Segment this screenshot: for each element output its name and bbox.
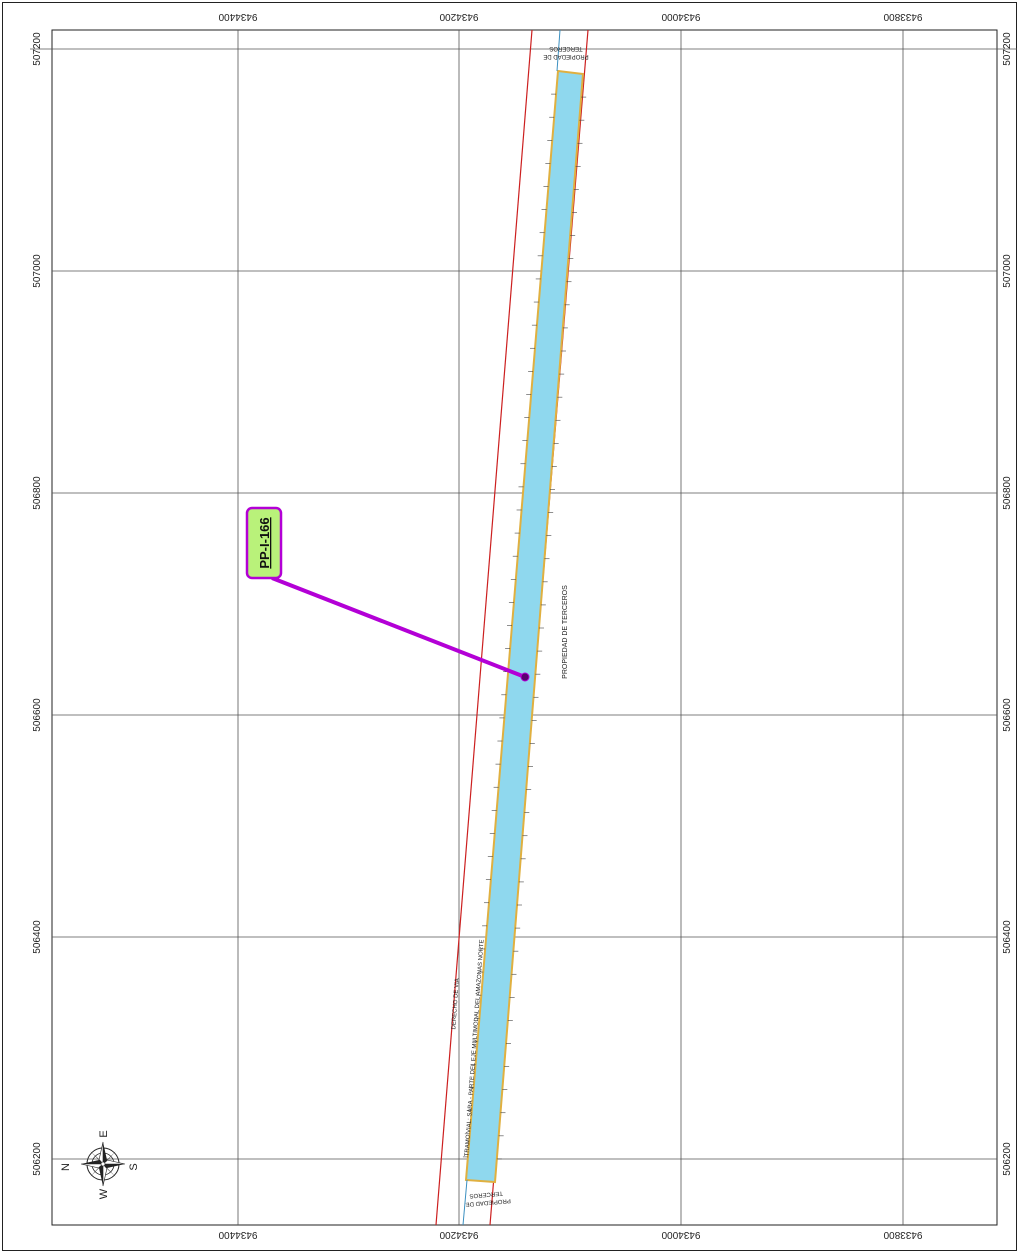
grid-y-labels-left: 507200 507000 506800 506600 506400 50620… [32, 32, 43, 1176]
grid-x-labels-top: 9434400 9434200 9434000 9433800 [218, 11, 922, 22]
callout-leader [271, 576, 526, 679]
x-label-bottom-4: 9433800 [883, 1229, 922, 1240]
compass-n-label: N [60, 1163, 72, 1171]
y-label-left-3: 506800 [32, 476, 43, 510]
parcel-top-stub [556, 29, 561, 72]
y-label-right-1: 507200 [1002, 32, 1013, 66]
x-label-top-2: 9434200 [439, 11, 478, 22]
grid-vertical [237, 30, 904, 1225]
grid-x-labels-bottom: 9434400 9434200 9434000 9433800 [218, 1229, 922, 1240]
y-label-left-4: 506600 [32, 698, 43, 732]
compass-e-label: E [98, 1130, 110, 1137]
y-label-left-6: 506200 [32, 1142, 43, 1176]
x-label-bottom-1: 9434400 [218, 1229, 257, 1240]
y-label-left-1: 507200 [32, 32, 43, 66]
y-label-left-5: 506400 [32, 920, 43, 954]
y-label-right-4: 506600 [1002, 698, 1013, 732]
grid-y-labels-right: 507200 507000 506800 506600 506400 50620… [1002, 32, 1013, 1176]
y-label-right-6: 506200 [1002, 1142, 1013, 1176]
callout-box [245, 506, 283, 580]
x-label-top-3: 9434000 [661, 11, 700, 22]
y-label-right-2: 507000 [1002, 254, 1013, 288]
third-party-label: PROPIEDAD DE TERCEROS [562, 585, 569, 679]
road-left-edge [435, 29, 533, 1226]
x-label-top-1: 9434400 [218, 11, 257, 22]
callout-label: PP-I-166 [257, 517, 272, 568]
map-frame [51, 29, 998, 1226]
y-label-right-5: 506400 [1002, 920, 1013, 954]
parcel-edge-ticks [462, 93, 587, 1160]
third-party-bottom-label-2: TERCEROS [469, 1190, 503, 1199]
compass-s-label: S [128, 1163, 140, 1170]
third-party-top-label-1: PROPIEDAD DE [543, 53, 588, 59]
parcel-bottom-stub [462, 1179, 468, 1226]
compass-rose-icon: N E S W [60, 1130, 140, 1199]
x-label-bottom-3: 9434000 [661, 1229, 700, 1240]
x-label-top-4: 9433800 [883, 11, 922, 22]
third-party-top-label-2: TERCEROS [549, 45, 582, 51]
y-label-left-2: 507000 [32, 254, 43, 288]
x-label-bottom-2: 9434200 [439, 1229, 478, 1240]
title-underline [12, 2, 382, 3]
grid-horizontal [30, 48, 1017, 1160]
right-of-way-label: DERECHO DE VIA [451, 978, 461, 1030]
third-party-bottom-label-1: PROPIEDAD DE [465, 1197, 511, 1207]
y-label-right-3: 506800 [1002, 476, 1013, 510]
callout-anchor-point [520, 672, 530, 682]
compass-w-label: W [98, 1188, 110, 1199]
